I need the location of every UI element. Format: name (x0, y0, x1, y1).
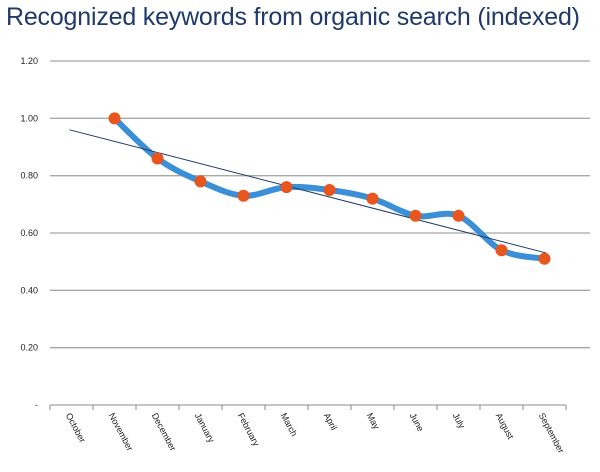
x-tick-label: September (537, 411, 567, 455)
x-tick-label: October (64, 411, 88, 444)
data-point-may (366, 192, 379, 205)
data-point-september (538, 252, 551, 265)
chart-title: Recognized keywords from organic search … (6, 3, 580, 31)
x-tick-label: November (107, 411, 135, 452)
x-tick-label: February (236, 411, 262, 448)
data-point-november (108, 112, 121, 125)
y-tick-label: 0.20 (20, 343, 38, 353)
y-tick-label: 0.40 (20, 285, 38, 295)
x-tick-label: June (408, 411, 426, 433)
data-point-december (151, 152, 164, 165)
y-tick-label: 0.60 (20, 228, 38, 238)
x-tick-label: March (279, 411, 300, 438)
x-tick-label: July (451, 411, 468, 430)
data-point-march (280, 181, 293, 194)
x-tick-label: April (322, 411, 339, 432)
data-point-july (452, 209, 465, 222)
x-tick-label: August (494, 411, 516, 441)
trendline (69, 129, 547, 254)
x-tick-label: January (193, 411, 217, 444)
y-tick-label: - (35, 400, 38, 410)
y-tick-label: 1.20 (20, 56, 38, 66)
data-point-april (323, 184, 336, 196)
y-tick-label: 0.80 (20, 171, 38, 181)
data-point-february (237, 189, 250, 202)
y-tick-label: 1.00 (20, 113, 38, 123)
data-point-january (194, 175, 207, 188)
data-point-august (495, 244, 508, 257)
x-tick-label: May (365, 411, 382, 431)
x-tick-label: December (150, 411, 178, 452)
data-point-june (409, 209, 422, 222)
